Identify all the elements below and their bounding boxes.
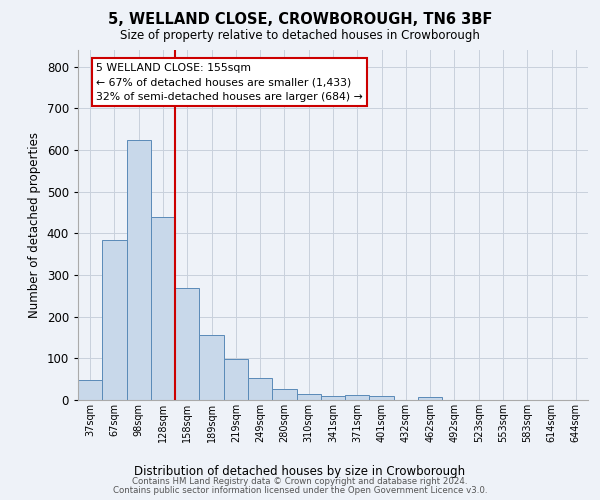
Text: Contains public sector information licensed under the Open Government Licence v3: Contains public sector information licen… [113, 486, 487, 495]
Bar [370, 396, 394, 400]
Text: 5, WELLAND CLOSE, CROWBOROUGH, TN6 3BF: 5, WELLAND CLOSE, CROWBOROUGH, TN6 3BF [108, 12, 492, 28]
Text: Distribution of detached houses by size in Crowborough: Distribution of detached houses by size … [134, 464, 466, 477]
Bar [78, 380, 102, 400]
Bar [418, 397, 442, 400]
Bar [272, 389, 296, 400]
Bar [224, 359, 248, 400]
Text: 5 WELLAND CLOSE: 155sqm
← 67% of detached houses are smaller (1,433)
32% of semi: 5 WELLAND CLOSE: 155sqm ← 67% of detache… [96, 62, 363, 102]
Bar [199, 336, 224, 400]
Bar [127, 140, 151, 400]
Bar [296, 394, 321, 400]
Bar [151, 216, 175, 400]
Text: Size of property relative to detached houses in Crowborough: Size of property relative to detached ho… [120, 29, 480, 42]
Bar [345, 395, 370, 400]
Y-axis label: Number of detached properties: Number of detached properties [28, 132, 41, 318]
Bar [248, 378, 272, 400]
Text: Contains HM Land Registry data © Crown copyright and database right 2024.: Contains HM Land Registry data © Crown c… [132, 477, 468, 486]
Bar [175, 288, 199, 400]
Bar [321, 396, 345, 400]
Bar [102, 240, 127, 400]
